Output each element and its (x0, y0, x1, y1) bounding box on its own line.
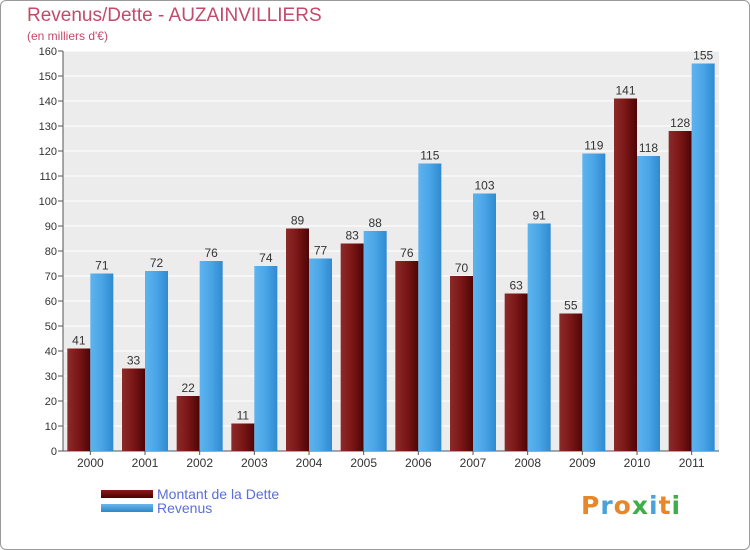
logo-letter: i (671, 491, 682, 520)
legend-label-revenue: Revenus (157, 500, 213, 516)
x-tick-label: 2008 (514, 456, 541, 470)
legend-item-debt: Montant de la Dette (101, 487, 279, 501)
bar-revenue (691, 63, 715, 451)
x-tick-label: 2002 (186, 456, 213, 470)
bar-debt-value-label: 128 (670, 116, 690, 130)
x-tick-label: 2010 (624, 456, 651, 470)
legend-item-revenue: Revenus (101, 501, 279, 515)
logo-letter: i (649, 491, 659, 520)
bar-debt (231, 423, 255, 451)
bar-debt-value-label: 22 (181, 381, 195, 395)
bar-revenue (199, 261, 223, 451)
bar-revenue (418, 163, 442, 451)
bar-revenue-value-label: 115 (420, 149, 439, 163)
bar-debt (668, 131, 692, 451)
x-tick-label: 2007 (460, 456, 487, 470)
logo-letter: x (631, 491, 649, 520)
y-tick-label: 150 (39, 71, 57, 83)
y-tick-label: 140 (39, 96, 57, 108)
y-tick-label: 120 (39, 146, 57, 158)
chart-subtitle: (en milliers d'€) (27, 29, 108, 43)
y-tick-label: 70 (45, 271, 57, 283)
bar-debt-value-label: 11 (237, 409, 250, 423)
bar-revenue-value-label: 155 (693, 49, 713, 63)
bar-debt-value-label: 70 (455, 261, 469, 275)
y-tick-label: 30 (45, 371, 57, 383)
bar-debt-value-label: 76 (400, 246, 414, 260)
legend-swatch-debt (101, 490, 153, 498)
bar-revenue-value-label: 119 (584, 139, 603, 153)
x-tick-label: 2004 (296, 456, 323, 470)
y-tick-label: 90 (45, 221, 57, 233)
y-tick-label: 100 (39, 196, 57, 208)
x-tick-label: 2000 (77, 456, 104, 470)
y-tick-label: 160 (39, 46, 57, 58)
bar-debt (286, 228, 309, 451)
legend-swatch-revenue (101, 504, 153, 512)
y-tick-label: 0 (51, 446, 57, 458)
y-tick-label: 50 (45, 321, 57, 333)
bar-debt (504, 293, 528, 451)
y-tick-label: 20 (45, 396, 57, 408)
bar-revenue (473, 193, 496, 451)
bar-debt (122, 368, 145, 451)
bar-debt (67, 348, 91, 451)
bar-revenue-value-label: 103 (474, 179, 494, 193)
bar-revenue-value-label: 71 (95, 259, 109, 273)
bar-revenue-value-label: 72 (150, 256, 164, 270)
y-tick-label: 60 (45, 296, 57, 308)
x-tick-label: 2009 (569, 456, 596, 470)
bar-revenue-value-label: 91 (532, 209, 546, 223)
bar-revenue (254, 266, 278, 451)
bar-debt-value-label: 63 (509, 279, 523, 293)
bar-revenue-value-label: 74 (259, 251, 273, 265)
logo-letter: t (658, 491, 672, 520)
bar-debt-value-label: 83 (345, 229, 359, 243)
bar-debt-value-label: 33 (127, 354, 141, 368)
y-tick-label: 40 (45, 346, 57, 358)
legend-label-debt: Montant de la Dette (157, 486, 280, 502)
y-tick-label: 130 (39, 121, 57, 133)
bar-revenue (90, 273, 114, 451)
bar-revenue-value-label: 76 (204, 246, 218, 260)
bar-revenue (363, 231, 387, 451)
bar-revenue (309, 258, 332, 451)
bar-revenue-value-label: 88 (368, 216, 382, 230)
y-tick-label: 80 (45, 246, 57, 258)
bar-debt-value-label: 89 (291, 214, 305, 228)
bar-debt (176, 396, 200, 451)
bar-revenue-value-label: 118 (639, 141, 658, 155)
bar-debt-value-label: 141 (615, 84, 635, 98)
bar-debt (395, 261, 419, 451)
bar-revenue-value-label: 77 (314, 244, 328, 258)
bar-revenue (582, 153, 606, 451)
bar-revenue (145, 271, 168, 451)
x-tick-label: 2005 (350, 456, 377, 470)
bar-revenue (527, 223, 551, 451)
bar-debt (614, 98, 637, 451)
chart-legend: Montant de la Dette Revenus (101, 487, 279, 515)
logo-letter: P (581, 491, 601, 520)
logo-letter: o (613, 491, 632, 520)
bar-debt (450, 276, 473, 451)
y-tick-label: 110 (39, 171, 57, 183)
y-tick-label: 10 (45, 421, 57, 433)
chart-title: Revenus/Dette - AUZAINVILLIERS (27, 5, 322, 26)
x-tick-label: 2001 (132, 456, 159, 470)
bar-debt (559, 313, 583, 451)
bar-revenue (637, 156, 660, 451)
x-tick-label: 2003 (241, 456, 268, 470)
x-tick-label: 2011 (679, 456, 705, 470)
proxiti-logo: Proxiti (581, 491, 681, 520)
x-tick-label: 2006 (405, 456, 432, 470)
bar-debt-value-label: 55 (564, 299, 578, 313)
logo-letter: r (600, 491, 614, 520)
bar-debt-value-label: 41 (72, 334, 86, 348)
bar-debt (340, 243, 364, 451)
